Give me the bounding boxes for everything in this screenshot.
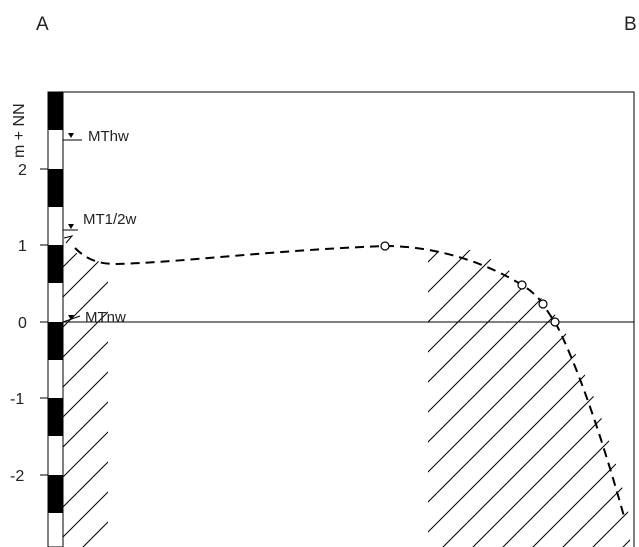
profile-point — [517, 280, 527, 290]
tick-label-1: 1 — [18, 238, 27, 255]
label-b: B — [624, 14, 637, 35]
profile-point — [538, 299, 548, 309]
tide-mark-mt12w: MT1/2w — [63, 211, 137, 244]
tick-label-0: 0 — [18, 315, 27, 332]
label-a: A — [36, 14, 49, 35]
tide-mark-mtnw: MTnw — [62, 309, 126, 326]
profile-point — [380, 241, 390, 251]
tide-label-mt12w: MT1/2w — [83, 211, 137, 228]
measured-points — [380, 241, 560, 327]
tide-label-mthw: MThw — [88, 128, 129, 145]
scale-bar — [47, 91, 64, 547]
y-axis-title: m + NN — [11, 103, 28, 158]
tick-label-m1: -1 — [10, 391, 24, 408]
ground-hatch-right — [428, 250, 630, 547]
tick-label-m2: -2 — [10, 468, 24, 485]
profile-line — [74, 244, 626, 521]
tick-label-2: 2 — [18, 162, 27, 179]
profile-point — [550, 317, 560, 327]
ground-hatch-left — [63, 248, 108, 547]
tide-mark-mthw: MThw — [63, 128, 129, 145]
y-ticks — [40, 168, 48, 476]
tide-label-mtnw: MTnw — [85, 309, 126, 326]
